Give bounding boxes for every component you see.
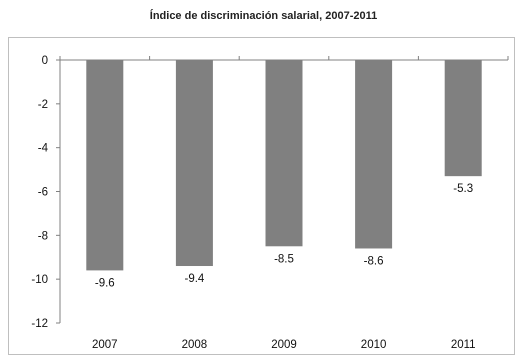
x-tick-label: 2010 (361, 339, 387, 351)
bar-2007 (86, 60, 124, 271)
data-label: -9.6 (95, 277, 115, 289)
bar-2009 (265, 60, 303, 247)
x-tick-label: 2011 (451, 339, 476, 351)
axes-group (56, 56, 509, 324)
x-tick-label: 2007 (92, 339, 118, 351)
bars-group (86, 60, 482, 271)
data-label: -8.6 (364, 255, 384, 267)
bar-2008 (175, 60, 213, 267)
data-label: -5.3 (453, 183, 473, 195)
bar-2011 (444, 60, 482, 177)
bar-2010 (355, 60, 393, 249)
x-tick-label: 2008 (182, 339, 208, 351)
y-tick-label: 0 (42, 55, 48, 67)
y-tick-label: -6 (38, 187, 48, 199)
y-tick-label: -10 (31, 274, 48, 286)
chart-title: Índice de discriminación salarial, 2007-… (149, 10, 378, 22)
y-tick-label: -4 (38, 143, 49, 155)
y-tick-label: -2 (38, 99, 48, 111)
y-tick-label: -8 (38, 230, 48, 242)
y-tick-label: -12 (31, 318, 48, 330)
data-label: -8.5 (274, 253, 294, 265)
chart-frame (8, 37, 515, 355)
x-tick-label: 2009 (271, 339, 297, 351)
labels-group: 0 -2 -4 -6 -8 -10 -12 2007 2008 2009 2010 2011 -9.6 -… (31, 55, 475, 351)
data-label: -9.4 (184, 273, 204, 285)
